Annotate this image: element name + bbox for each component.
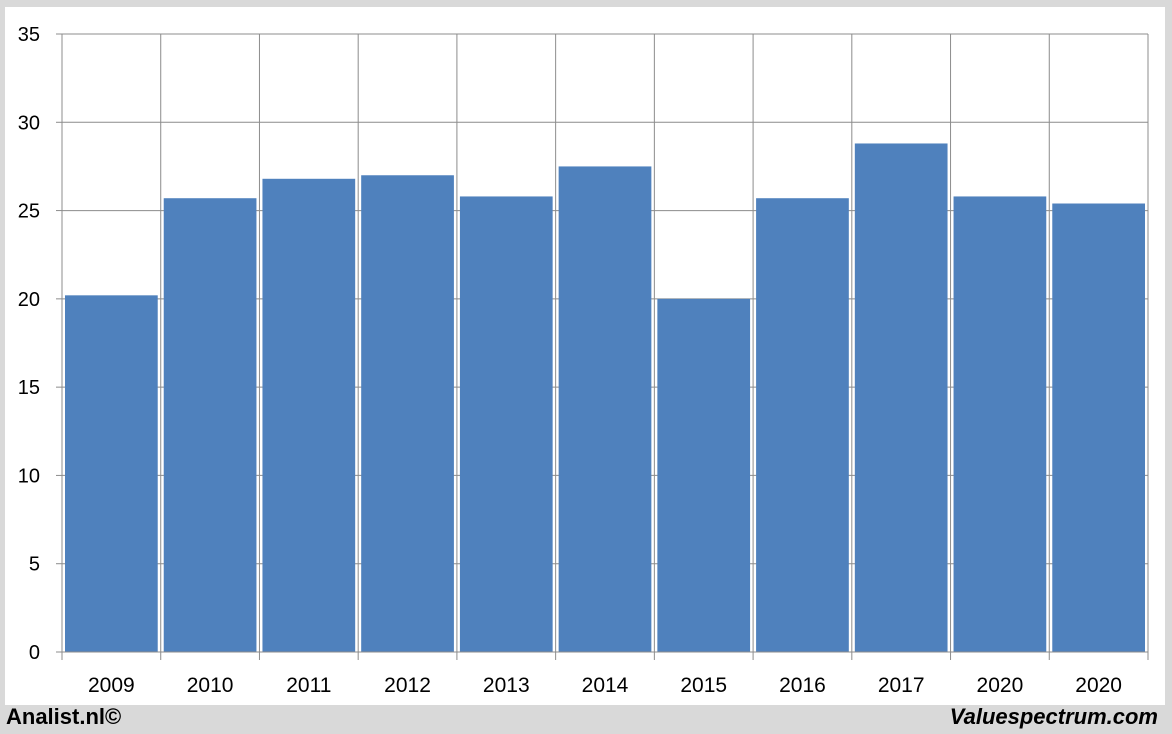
x-tick-label: 2016 — [779, 674, 826, 697]
y-tick-label: 25 — [18, 201, 40, 223]
x-tick-label: 2017 — [878, 674, 925, 697]
y-tick-label: 30 — [18, 112, 40, 134]
y-tick-label: 35 — [18, 24, 40, 46]
source-credit-right: Valuespectrum.com — [949, 704, 1158, 729]
x-tick-label: 2020 — [977, 674, 1024, 697]
bar — [1052, 203, 1145, 652]
y-tick-label: 10 — [18, 465, 40, 487]
x-tick-label: 2011 — [286, 674, 331, 697]
bar — [953, 196, 1047, 652]
x-tick-label: 2020 — [1075, 674, 1122, 697]
x-tick-label: 2012 — [384, 674, 431, 697]
bar — [262, 178, 356, 652]
bar — [163, 198, 257, 652]
bar — [558, 166, 652, 652]
x-tick-label: 2010 — [187, 674, 234, 697]
y-tick-label: 20 — [18, 289, 40, 311]
bar — [459, 196, 553, 652]
x-tick-label: 2013 — [483, 674, 530, 697]
x-tick-label: 2009 — [88, 674, 135, 697]
y-tick-label: 0 — [29, 642, 40, 664]
y-tick-label: 15 — [18, 377, 40, 399]
x-tick-label: 2015 — [680, 674, 727, 697]
x-tick-label: 2014 — [582, 674, 629, 697]
bar — [854, 143, 948, 652]
bar — [361, 175, 454, 652]
bar — [756, 198, 849, 652]
bar — [657, 298, 751, 652]
y-tick-label: 5 — [29, 554, 40, 576]
source-credit-left: Analist.nl© — [6, 704, 122, 729]
bar — [65, 295, 158, 652]
